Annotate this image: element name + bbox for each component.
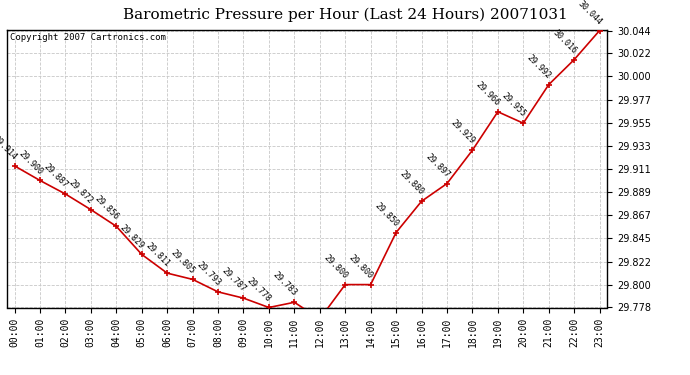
Text: 29.955: 29.955 [500,92,527,119]
Text: 29.872: 29.872 [68,178,95,206]
Text: 29.800: 29.800 [347,253,375,280]
Text: 29.829: 29.829 [118,223,146,250]
Text: 29.887: 29.887 [42,162,70,190]
Text: 29.767: 29.767 [0,374,1,375]
Text: 29.850: 29.850 [373,201,400,228]
Text: 29.914: 29.914 [0,134,19,162]
Text: 29.787: 29.787 [220,266,248,294]
Text: 30.016: 30.016 [551,28,578,56]
Text: 29.800: 29.800 [322,253,349,280]
Text: 29.783: 29.783 [271,270,299,298]
Text: 30.044: 30.044 [576,0,604,26]
Text: 29.966: 29.966 [475,80,502,108]
Text: 29.897: 29.897 [424,152,451,179]
Text: 29.880: 29.880 [398,170,426,197]
Text: 29.856: 29.856 [93,195,121,222]
Text: Barometric Pressure per Hour (Last 24 Hours) 20071031: Barometric Pressure per Hour (Last 24 Ho… [123,8,567,22]
Text: Copyright 2007 Cartronics.com: Copyright 2007 Cartronics.com [10,33,166,42]
Text: 29.811: 29.811 [144,242,171,269]
Text: 29.929: 29.929 [449,118,477,146]
Text: 29.900: 29.900 [17,149,44,176]
Text: 29.805: 29.805 [169,248,197,275]
Text: 29.992: 29.992 [525,53,553,81]
Text: 29.793: 29.793 [195,260,222,288]
Text: 29.778: 29.778 [246,276,273,303]
